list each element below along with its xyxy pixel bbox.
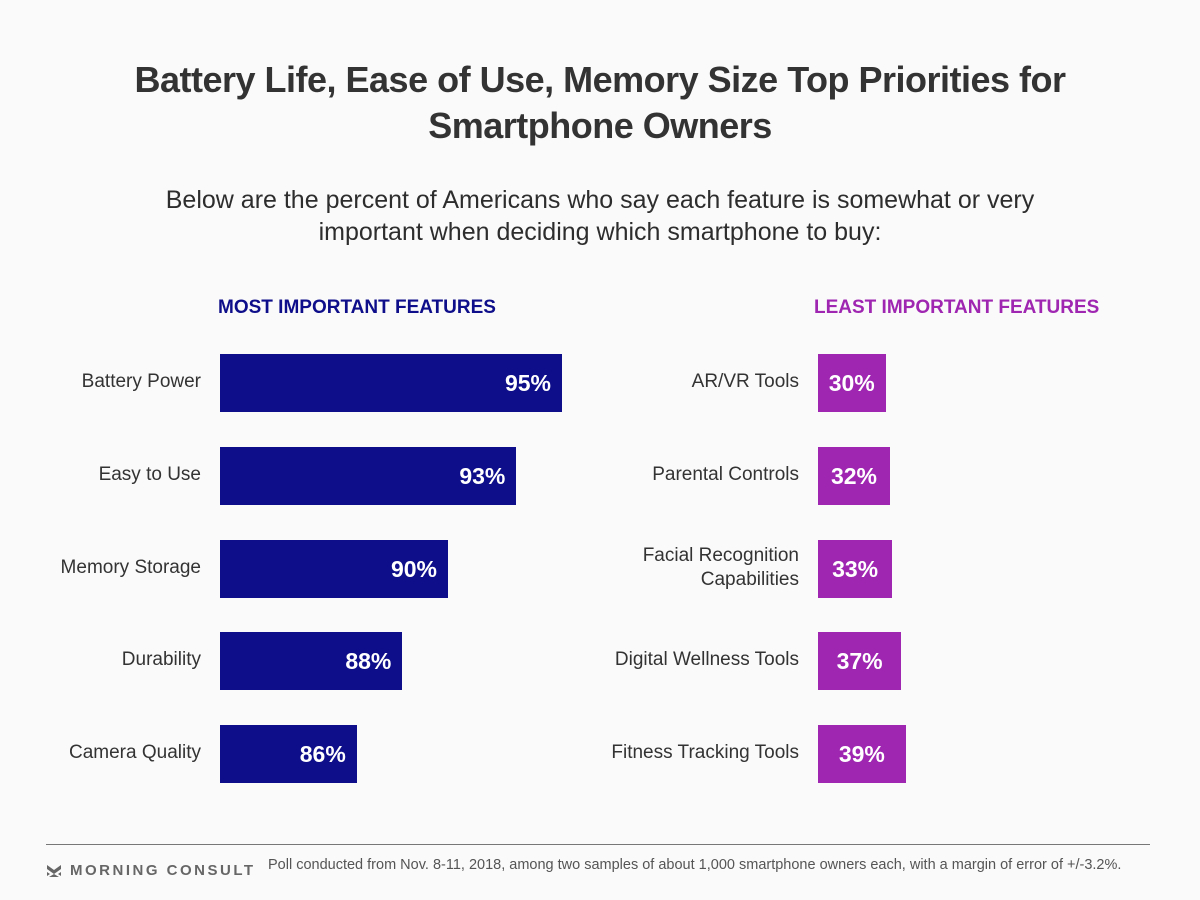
- most-bar-value-label: 95%: [504, 369, 551, 396]
- most-bar: 95%: [220, 354, 562, 412]
- least-category-label-line: AR/VR Tools: [691, 371, 799, 392]
- least-bar-value-label: 37%: [836, 647, 883, 674]
- least-category-label-line: Facial Recognition: [642, 545, 799, 566]
- least-category-label-line: Capabilities: [700, 569, 799, 590]
- most-bar-value-label: 90%: [390, 555, 437, 582]
- most-bar: 86%: [220, 725, 357, 783]
- most-category-label: Memory Storage: [11, 556, 201, 580]
- most-category-label: Battery Power: [11, 370, 201, 394]
- most-bar: 90%: [220, 540, 448, 598]
- most-bar-value-label: 93%: [459, 462, 506, 489]
- least-category-label-line: Digital Wellness Tools: [614, 649, 799, 670]
- most-bar: 88%: [220, 632, 403, 690]
- footer-divider: [46, 844, 1150, 845]
- most-category-label-line: Easy to Use: [98, 464, 201, 485]
- morning-consult-logo-icon: [47, 864, 61, 877]
- most-bar: 93%: [220, 447, 517, 505]
- least-category-label: Facial Recognition Capabilities: [559, 544, 799, 592]
- most-category-label: Durability: [11, 648, 201, 672]
- most-bar-value-label: 88%: [345, 647, 392, 674]
- methodology-note: Poll conducted from Nov. 8-11, 2018, amo…: [268, 857, 1122, 873]
- least-category-label: AR/VR Tools: [559, 370, 799, 394]
- least-bar: 30%: [818, 354, 886, 412]
- least-category-label: Parental Controls: [559, 463, 799, 487]
- chart-title: Battery Life, Ease of Use, Memory Size T…: [0, 57, 1200, 149]
- most-category-label-line: Camera Quality: [69, 742, 201, 763]
- chart-subtitle-line-2: important when deciding which smartphone…: [318, 218, 882, 246]
- least-bar: 37%: [818, 632, 902, 690]
- brand-name: MORNING CONSULT: [70, 862, 256, 879]
- most-important-heading: MOST IMPORTANT FEATURES: [218, 297, 496, 318]
- least-bar-value-label: 33%: [832, 555, 879, 582]
- least-bar-value-label: 30%: [828, 369, 875, 396]
- most-category-label-line: Memory Storage: [60, 557, 201, 578]
- least-bar: 33%: [818, 540, 893, 598]
- most-category-label-line: Battery Power: [81, 371, 201, 392]
- least-category-label-line: Fitness Tracking Tools: [611, 742, 799, 763]
- chart-subtitle-line-1: Below are the percent of Americans who s…: [165, 186, 1035, 214]
- least-bar: 39%: [818, 725, 906, 783]
- most-bar-value-label: 86%: [299, 740, 346, 767]
- least-category-label-line: Parental Controls: [652, 464, 799, 485]
- chart-subtitle: Below are the percent of Americans who s…: [100, 184, 1100, 248]
- least-category-label: Fitness Tracking Tools: [559, 741, 799, 765]
- most-category-label-line: Durability: [121, 649, 201, 670]
- least-bar-value-label: 32%: [830, 462, 878, 489]
- least-bar-value-label: 39%: [838, 740, 885, 767]
- chart-title-line-2: Smartphone Owners: [428, 105, 772, 146]
- chart-title-line-1: Battery Life, Ease of Use, Memory Size T…: [134, 59, 1066, 100]
- least-bar: 32%: [818, 447, 890, 505]
- least-category-label: Digital Wellness Tools: [559, 648, 799, 672]
- most-category-label: Easy to Use: [11, 463, 201, 487]
- brand-logo: MORNING CONSULT: [46, 862, 256, 879]
- most-category-label: Camera Quality: [11, 741, 201, 765]
- least-important-heading: LEAST IMPORTANT FEATURES: [814, 297, 1100, 318]
